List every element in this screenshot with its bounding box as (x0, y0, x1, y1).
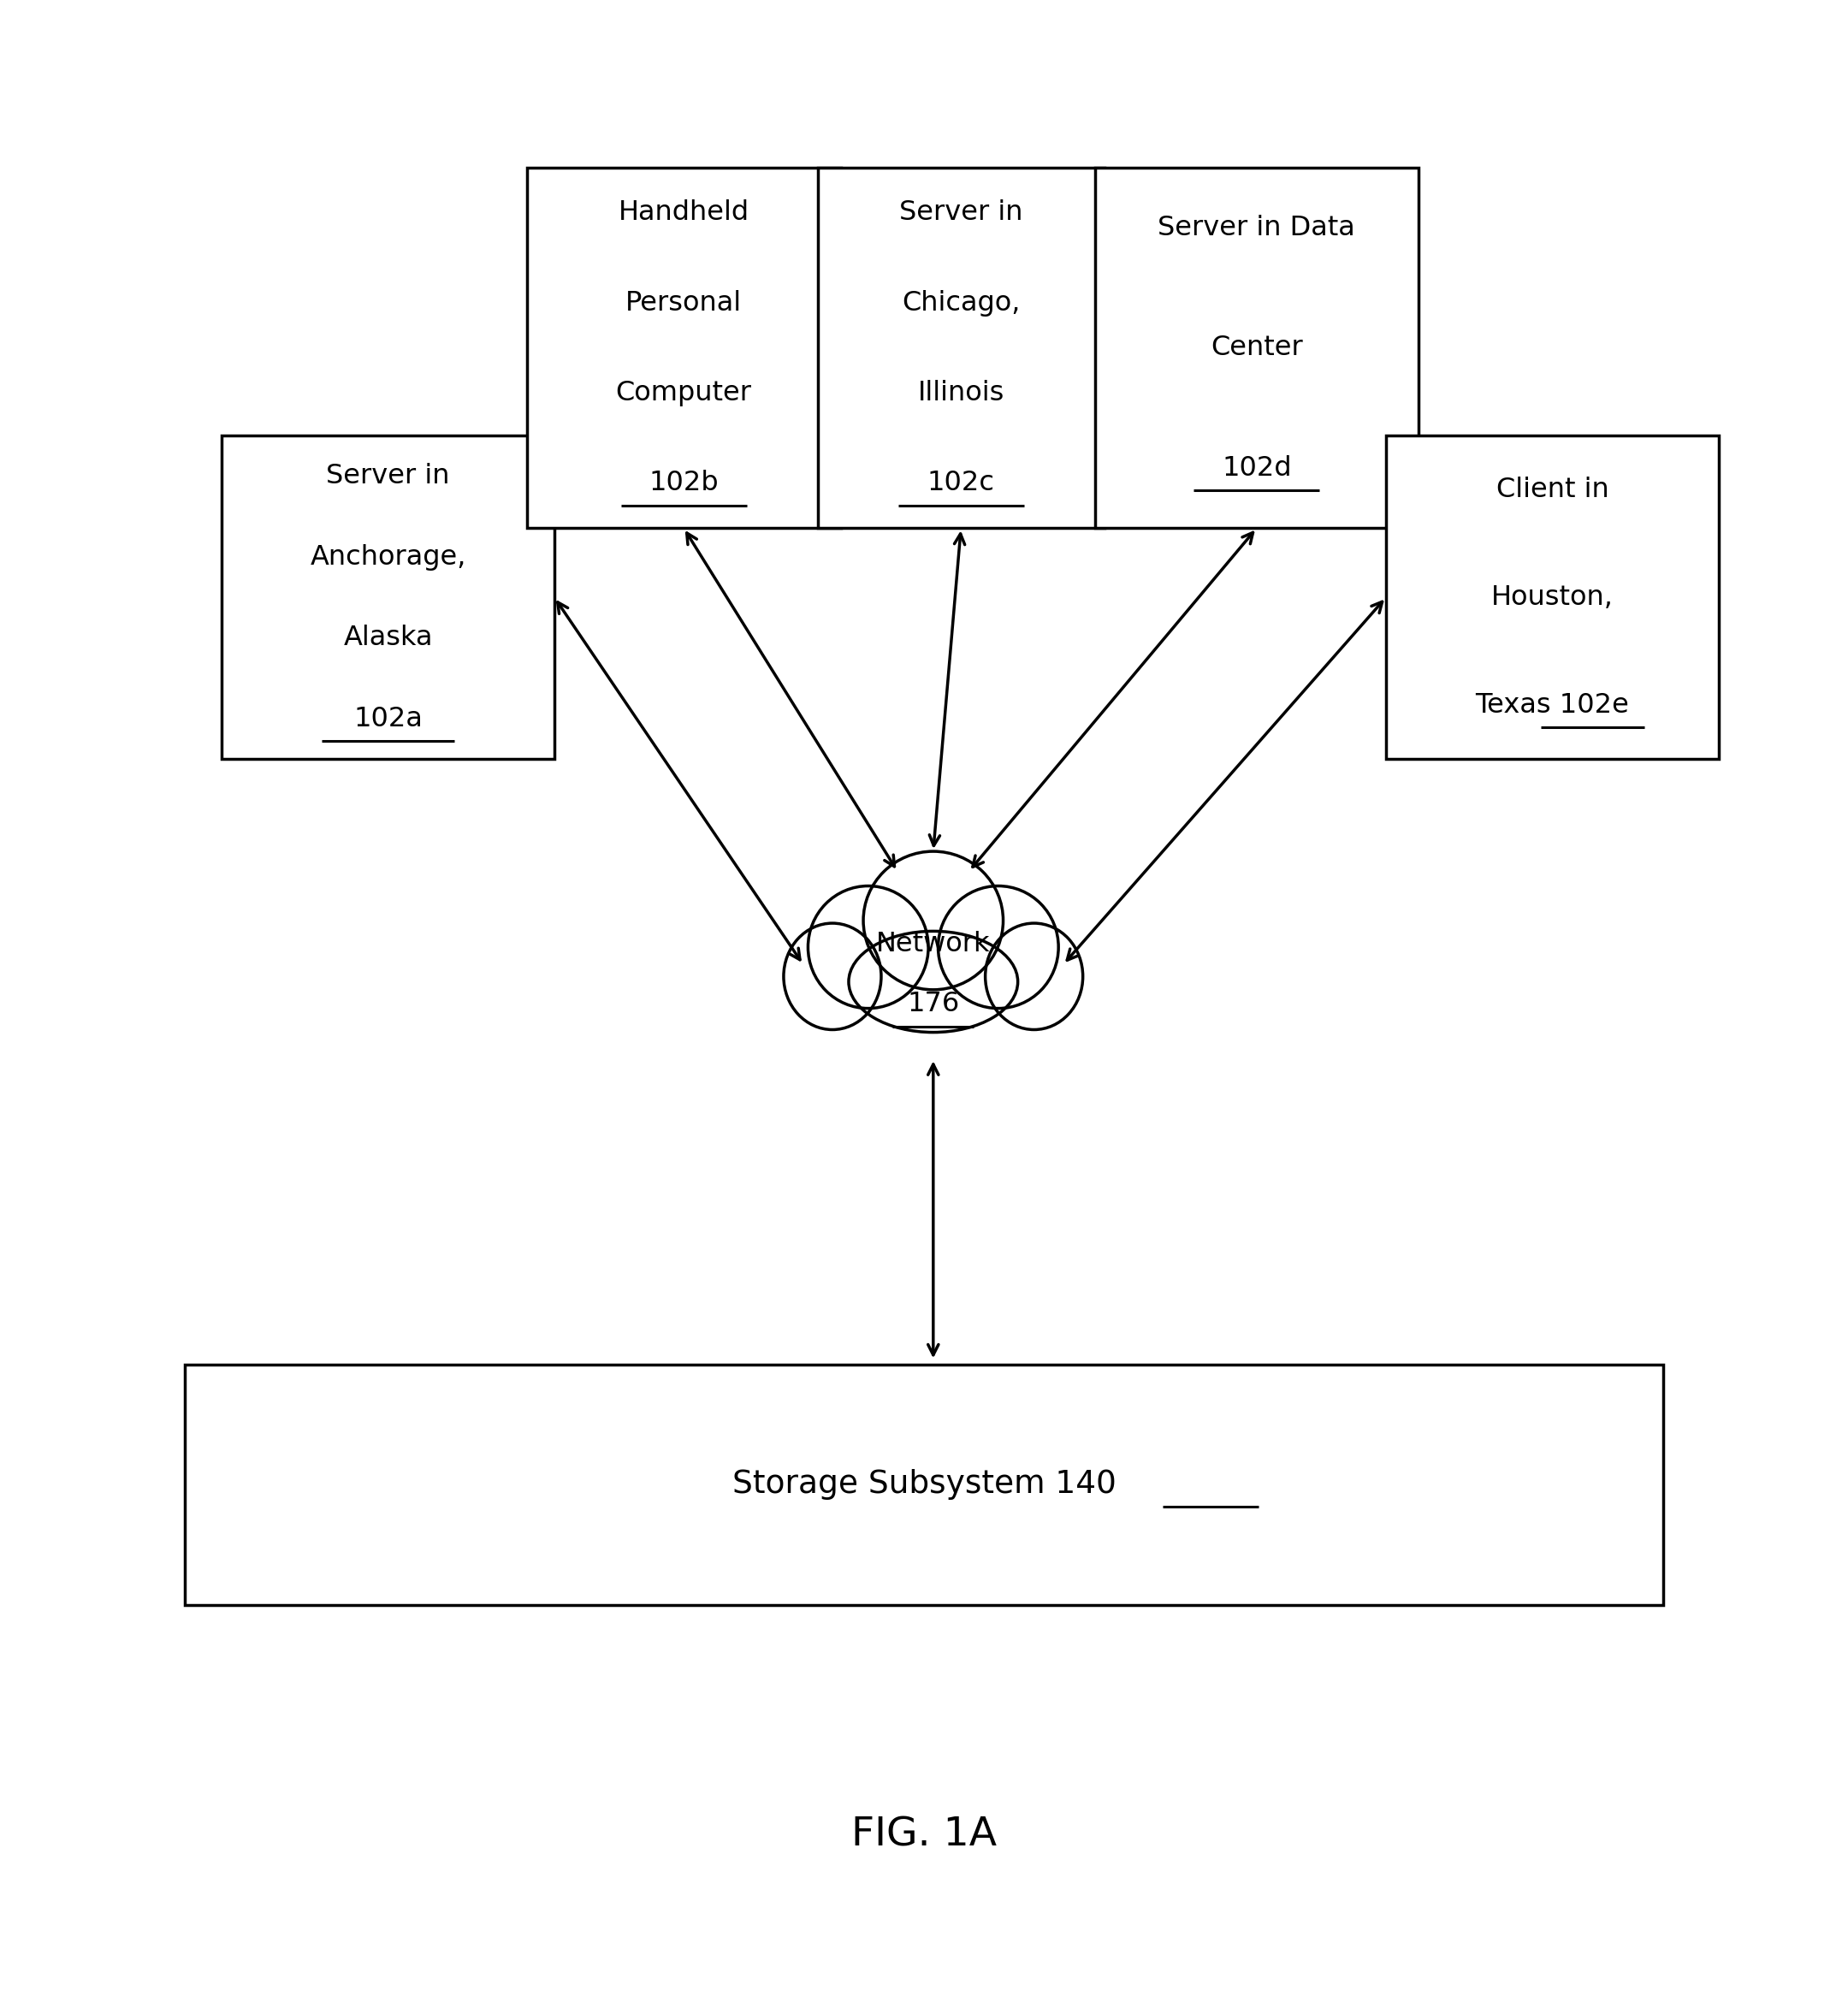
Text: Client in: Client in (1497, 476, 1608, 502)
Text: 102d: 102d (1222, 456, 1292, 482)
Text: Anchorage,: Anchorage, (310, 544, 466, 570)
Text: Computer: Computer (615, 380, 752, 406)
Ellipse shape (808, 886, 928, 1008)
Ellipse shape (784, 924, 881, 1030)
Text: Texas 102e: Texas 102e (1475, 693, 1630, 719)
Text: 102c: 102c (928, 470, 994, 496)
Ellipse shape (863, 851, 1003, 990)
FancyBboxPatch shape (185, 1363, 1663, 1604)
Text: 176: 176 (907, 992, 959, 1018)
Text: Alaska: Alaska (344, 624, 432, 651)
Ellipse shape (939, 886, 1059, 1008)
Text: Houston,: Houston, (1491, 584, 1613, 610)
Text: Server in Data: Server in Data (1159, 215, 1355, 241)
FancyBboxPatch shape (1386, 436, 1719, 759)
Text: Center: Center (1210, 335, 1303, 361)
Text: FIG. 1A: FIG. 1A (852, 1817, 996, 1855)
Text: Handheld: Handheld (619, 199, 748, 227)
FancyBboxPatch shape (527, 169, 841, 528)
Text: Chicago,: Chicago, (902, 289, 1020, 315)
Text: Server in: Server in (900, 199, 1022, 227)
Text: Personal: Personal (625, 289, 743, 315)
Text: Illinois: Illinois (918, 380, 1003, 406)
Ellipse shape (985, 924, 1083, 1030)
Text: Network: Network (876, 932, 991, 958)
Text: 102b: 102b (649, 470, 719, 496)
FancyBboxPatch shape (1094, 169, 1419, 528)
Text: Storage Subsystem 140: Storage Subsystem 140 (732, 1470, 1116, 1500)
Text: 102a: 102a (353, 705, 423, 733)
Ellipse shape (848, 932, 1018, 1032)
FancyBboxPatch shape (817, 169, 1105, 528)
Text: Server in: Server in (327, 464, 449, 490)
FancyBboxPatch shape (222, 436, 554, 759)
